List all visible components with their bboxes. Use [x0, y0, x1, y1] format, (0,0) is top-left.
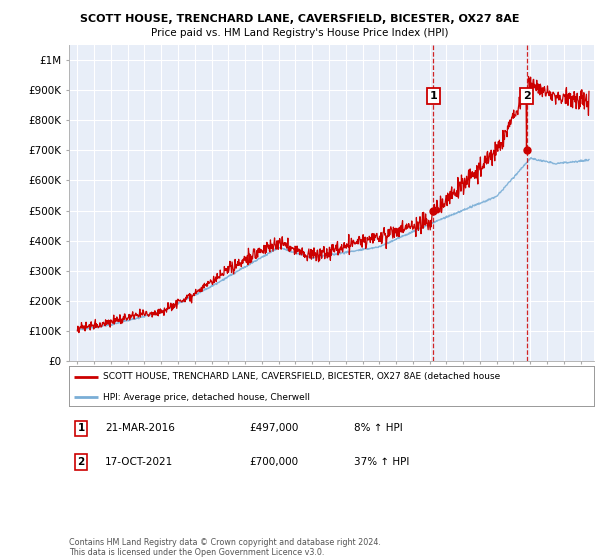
Text: Contains HM Land Registry data © Crown copyright and database right 2024.
This d: Contains HM Land Registry data © Crown c…: [69, 538, 381, 557]
Text: SCOTT HOUSE, TRENCHARD LANE, CAVERSFIELD, BICESTER, OX27 8AE (detached house: SCOTT HOUSE, TRENCHARD LANE, CAVERSFIELD…: [103, 372, 500, 381]
Text: 2: 2: [523, 91, 530, 101]
Text: 1: 1: [77, 423, 85, 433]
Text: HPI: Average price, detached house, Cherwell: HPI: Average price, detached house, Cher…: [103, 393, 310, 402]
Text: 17-OCT-2021: 17-OCT-2021: [105, 457, 173, 467]
Text: 2: 2: [77, 457, 85, 467]
Text: 21-MAR-2016: 21-MAR-2016: [105, 423, 175, 433]
Text: 8% ↑ HPI: 8% ↑ HPI: [354, 423, 403, 433]
Text: 37% ↑ HPI: 37% ↑ HPI: [354, 457, 409, 467]
Text: SCOTT HOUSE, TRENCHARD LANE, CAVERSFIELD, BICESTER, OX27 8AE: SCOTT HOUSE, TRENCHARD LANE, CAVERSFIELD…: [80, 14, 520, 24]
Text: £497,000: £497,000: [249, 423, 298, 433]
Text: Price paid vs. HM Land Registry's House Price Index (HPI): Price paid vs. HM Land Registry's House …: [151, 28, 449, 38]
Text: 1: 1: [430, 91, 437, 101]
Text: £700,000: £700,000: [249, 457, 298, 467]
